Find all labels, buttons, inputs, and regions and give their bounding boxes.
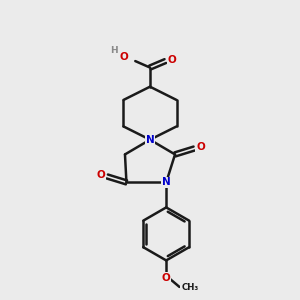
Text: N: N bbox=[146, 135, 154, 145]
Text: O: O bbox=[162, 273, 171, 283]
Text: O: O bbox=[97, 170, 105, 180]
Text: N: N bbox=[162, 177, 171, 188]
Text: O: O bbox=[196, 142, 205, 152]
Text: O: O bbox=[167, 55, 176, 64]
Text: CH₃: CH₃ bbox=[181, 283, 198, 292]
Text: H: H bbox=[110, 46, 118, 55]
Text: O: O bbox=[120, 52, 128, 62]
